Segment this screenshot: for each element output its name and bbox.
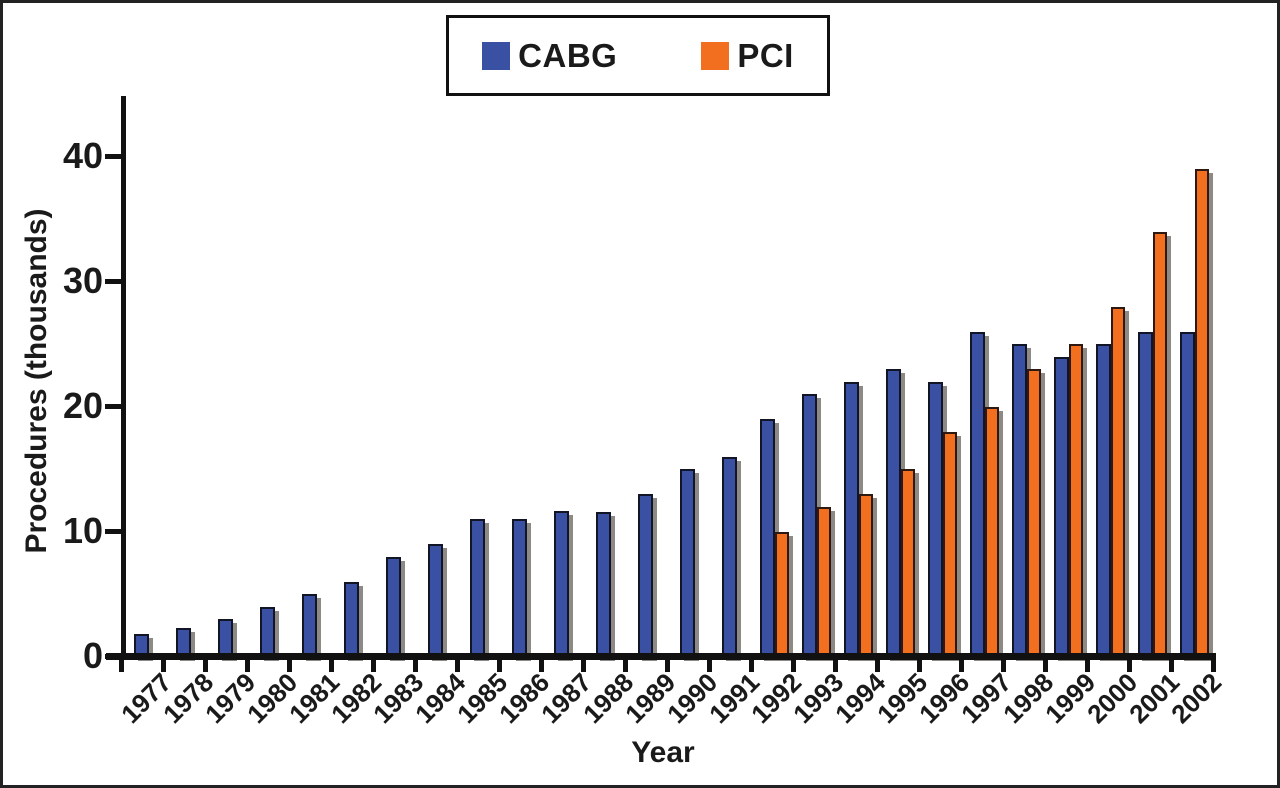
bar-pci-1998 [1027,369,1041,657]
bar-cabg-2000 [1096,344,1111,657]
y-tick-10 [105,529,122,534]
x-tick-23 [1085,656,1090,672]
bar-cabg-1984 [428,544,443,657]
y-tick-label-20: 20 [62,385,103,426]
x-tick-1 [161,656,166,672]
x-tick-3 [245,656,250,672]
x-tick-16 [791,656,796,672]
bar-cabg-1993 [802,394,817,657]
bar-cabg-1989 [638,494,653,657]
bar-cabg-1982 [344,582,359,657]
x-tick-6 [371,656,376,672]
bar-pci-2001 [1153,232,1167,657]
legend-item-cabg: CABG [482,37,617,75]
x-tick-17 [833,656,838,672]
x-axis-title: Year [631,736,695,769]
bar-cabg-1987 [554,511,569,657]
x-tick-10 [539,656,544,672]
legend-swatch-pci [701,41,730,70]
bar-cabg-1994 [844,382,859,657]
x-tick-8 [455,656,460,672]
bar-cabg-1999 [1054,357,1069,657]
bar-pci-1994 [859,494,873,657]
x-tick-11 [581,656,586,672]
y-tick-20 [105,404,122,409]
x-tick-4 [287,656,292,672]
bar-cabg-1985 [470,519,485,657]
x-tick-9 [497,656,502,672]
x-tick-12 [623,656,628,672]
legend-swatch-cabg [482,41,511,70]
x-tick-25 [1169,656,1174,672]
y-tick-label-30: 30 [62,260,103,301]
bar-pci-1992 [775,532,789,657]
bar-cabg-1980 [260,607,275,657]
x-tick-21 [1001,656,1006,672]
x-tick-20 [959,656,964,672]
y-tick-label-10: 10 [62,510,103,551]
x-tick-7 [413,656,418,672]
x-tick-19 [917,656,922,672]
bar-cabg-1997 [970,332,985,657]
bar-cabg-1983 [386,557,401,657]
x-tick-14 [707,656,712,672]
x-tick-2 [203,656,208,672]
bar-cabg-1995 [886,369,901,657]
x-tick-13 [665,656,670,672]
bar-cabg-1990 [680,469,695,657]
bar-pci-1999 [1069,344,1083,657]
bar-cabg-1991 [722,457,737,657]
x-tick-15 [749,656,754,672]
bar-pci-1993 [817,507,831,657]
x-tick-22 [1043,656,1048,672]
y-tick-0 [105,654,122,659]
y-tick-40 [105,154,122,159]
legend: CABG PCI [446,15,830,96]
x-tick-0 [119,656,124,672]
legend-label-cabg: CABG [518,36,618,74]
bar-pci-2002 [1195,169,1209,657]
y-tick-label-0: 0 [82,635,103,676]
y-tick-label-40: 40 [62,135,103,176]
x-tick-label-2002: 2002 [1165,667,1228,730]
y-tick-30 [105,279,122,284]
bar-pci-2000 [1111,307,1125,657]
legend-item-pci: PCI [701,37,794,75]
bar-cabg-1992 [760,419,775,657]
legend-label-pci: PCI [737,36,794,74]
x-tick-24 [1127,656,1132,672]
x-tick-5 [329,656,334,672]
bar-pci-1997 [985,407,999,657]
y-axis [121,96,126,658]
x-axis [106,653,1216,660]
bar-cabg-1998 [1012,344,1027,657]
bar-cabg-1988 [596,512,611,657]
bar-pci-1996 [943,432,957,657]
bar-cabg-2002 [1180,332,1195,657]
x-tick-26 [1211,656,1216,672]
bar-cabg-1979 [218,619,233,657]
bar-cabg-2001 [1138,332,1153,657]
bar-cabg-1986 [512,519,527,657]
bar-pci-1995 [901,469,915,657]
bar-cabg-1996 [928,382,943,657]
x-tick-18 [875,656,880,672]
bar-cabg-1981 [302,594,317,657]
